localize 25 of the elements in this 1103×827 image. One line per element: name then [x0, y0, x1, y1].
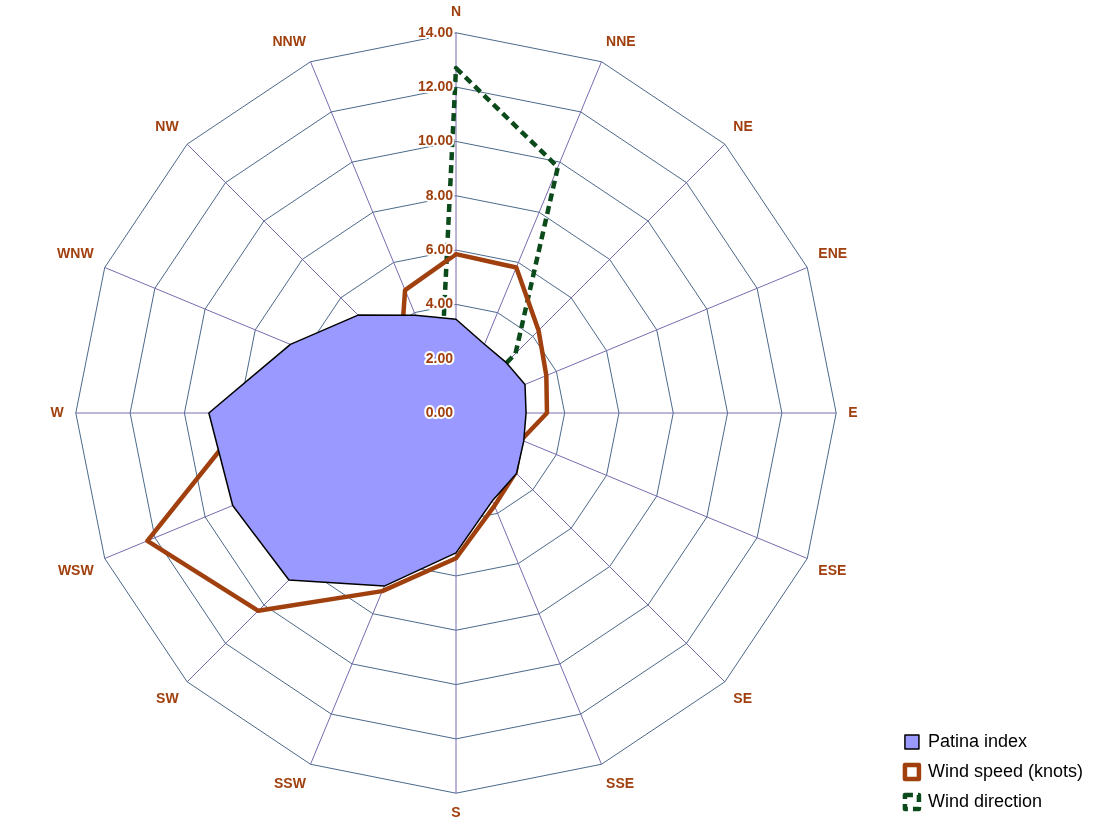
spoke-label: SSE — [606, 774, 635, 791]
y-tick-label: 12.00 — [417, 77, 454, 94]
spoke-label: ENE — [818, 245, 848, 262]
spoke-label: NE — [733, 118, 753, 135]
legend-label: Patina index — [927, 730, 1028, 751]
y-tick-label: 10.00 — [417, 132, 454, 149]
spoke-label: W — [50, 403, 65, 420]
spoke-label: E — [848, 403, 858, 420]
spoke-label: SSW — [274, 774, 307, 791]
legend-label: Wind speed (knots) — [927, 760, 1084, 781]
spoke-label: NW — [155, 118, 180, 135]
y-tick-label: 2.00 — [425, 349, 454, 366]
spoke-label: NNE — [606, 33, 636, 50]
y-tick-label: 0.00 — [425, 403, 454, 420]
spoke-label: SW — [156, 689, 180, 706]
spoke-label: SE — [733, 689, 753, 706]
spoke-label: WNW — [57, 245, 95, 262]
y-tick-label: 4.00 — [425, 295, 454, 312]
spoke-label: N — [450, 3, 462, 20]
legend-label: Wind direction — [927, 790, 1042, 811]
spoke-label: ESE — [818, 562, 847, 579]
spoke-label: WSW — [57, 562, 95, 579]
spoke-label: S — [451, 804, 461, 821]
y-tick-label: 14.00 — [417, 23, 454, 40]
spoke-label: NNW — [272, 33, 307, 50]
